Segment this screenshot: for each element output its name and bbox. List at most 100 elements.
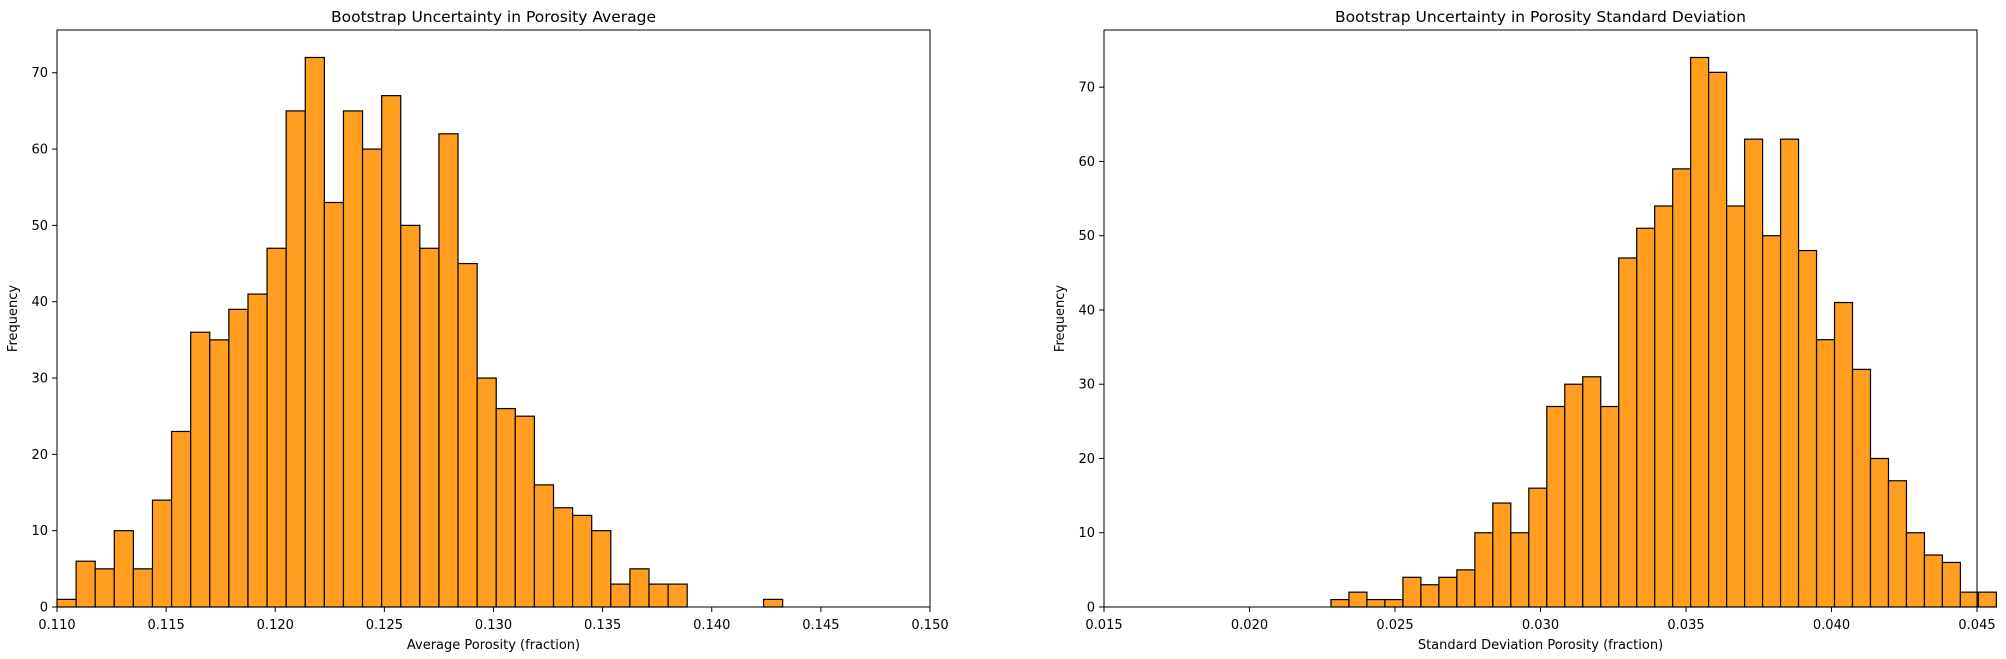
y-ticks: 0 10 20 30 40 50 60 70 [1078,81,1104,616]
y-tick-label: 20 [31,448,48,463]
histogram-bar [1905,532,1926,608]
histogram-bar [209,339,230,608]
y-tick-label: 40 [31,295,48,310]
histogram-bar [1744,138,1764,608]
y-tick-label: 10 [1078,526,1095,541]
histogram-bar [1815,339,1836,608]
histogram-bar [1959,591,1979,608]
x-tick-label: 0.130 [475,618,512,633]
x-tick-label: 0.120 [257,618,294,633]
chart-title: Bootstrap Uncertainty in Porosity Averag… [331,8,656,26]
histogram-bar [1492,502,1512,608]
histogram-bar [1546,405,1566,608]
plot-frame [1103,29,1978,608]
y-tick-label: 0 [40,601,48,616]
x-tick-label: 0.015 [1085,618,1122,633]
histogram-bar [1582,376,1602,608]
y-tick-label: 40 [1078,303,1095,318]
histogram-bar [381,95,402,608]
y-tick-label: 70 [31,66,48,81]
y-tick-label: 0 [1087,601,1095,616]
histogram-bar [514,415,536,608]
histogram-bar [1564,383,1584,608]
bars-group [1330,56,1997,608]
histogram-bar [762,598,784,608]
histogram-bar [1797,249,1818,608]
y-axis-label: Frequency [1053,285,1068,352]
histogram-bar [247,293,268,608]
histogram-bar [400,224,421,608]
x-tick-label: 0.110 [38,618,75,633]
histogram-bar [1438,576,1458,608]
histogram-bar [1941,561,1962,608]
x-tick-label: 0.025 [1376,618,1413,633]
histogram-bar [94,568,115,608]
y-tick-label: 50 [31,219,48,234]
histogram-bar [667,583,688,608]
histogram-bar [552,507,574,608]
histogram-bar [1618,257,1638,608]
histogram-bar [1833,301,1854,608]
histogram-bar [170,430,192,608]
histogram-bar [457,262,478,608]
histogram-bar [1654,205,1674,608]
chart-average-porosity: Bootstrap Uncertainty in Porosity Averag… [6,8,949,653]
y-tick-label: 60 [31,143,48,158]
chart-title: Bootstrap Uncertainty in Porosity Standa… [1335,8,1746,26]
y-tick-label: 60 [1078,155,1095,170]
y-tick-label: 50 [1078,229,1095,244]
histogram-bar [591,530,612,608]
x-tick-label: 0.115 [148,618,185,633]
y-tick-label: 70 [1078,81,1095,96]
x-tick-label: 0.030 [1522,618,1559,633]
histogram-bar [304,56,325,608]
histogram-bar [56,598,77,608]
histogram-bar [1869,457,1890,608]
histogram-bar [1708,71,1728,608]
histogram-bar [1348,591,1368,608]
histogram-bar [1366,598,1386,608]
chart-stddev-porosity: Bootstrap Uncertainty in Porosity Standa… [1053,8,1997,653]
x-axis-label: Standard Deviation Porosity (fraction) [1418,638,1663,653]
bars-group [56,56,784,608]
histogram-bar [1456,569,1476,608]
histogram-bar [1600,405,1620,608]
histogram-bar [1636,227,1656,608]
histogram-bar [629,568,650,608]
x-tick-label: 0.040 [1813,618,1850,633]
histogram-bar [610,583,631,608]
histogram-bar [1779,138,1800,608]
histogram-bar [648,583,669,608]
plot-frame [56,29,931,608]
histogram-bar [1690,56,1710,608]
histogram-bar [1330,598,1350,608]
x-tick-label: 0.135 [584,618,621,633]
histogram-bar [1672,168,1692,608]
histogram-bar [1887,480,1908,608]
y-tick-label: 20 [1078,452,1095,467]
y-axis-label: Frequency [6,285,21,352]
y-tick-label: 30 [1078,378,1095,393]
histogram-bar [132,568,154,608]
histogram-bar [1726,205,1746,608]
histogram-bar [419,247,440,608]
x-tick-label: 0.020 [1231,618,1268,633]
histogram-bar [1474,532,1494,608]
histogram-bar [1402,576,1422,608]
x-tick-label: 0.145 [802,618,839,633]
histogram-bar [1851,368,1872,608]
histogram-bar [323,201,345,608]
histogram-bar [533,484,555,608]
x-ticks: 0.015 0.020 0.025 0.030 0.035 0.040 0.045 [1085,607,1996,633]
histogram-bar [476,377,497,608]
histogram-bar [1528,487,1548,608]
histogram-bar [342,110,364,608]
x-tick-label: 0.140 [693,618,730,633]
histogram-bar [285,110,306,608]
histogram-bar [266,247,287,608]
histogram-bar [190,331,211,608]
histogram-bar [1384,598,1404,608]
x-tick-label: 0.035 [1667,618,1704,633]
y-tick-label: 10 [31,524,48,539]
